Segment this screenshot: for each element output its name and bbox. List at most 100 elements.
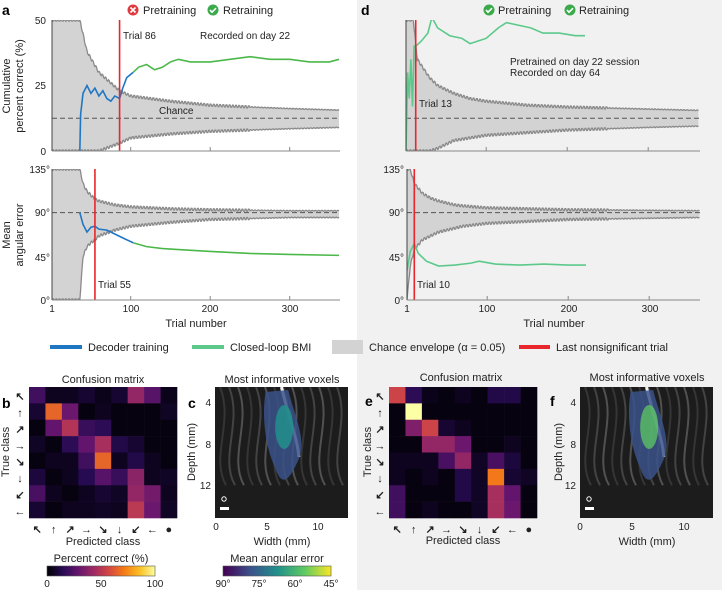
percent-correct-colorbar-segment	[149, 566, 151, 576]
percent-correct-colorbar-segment	[84, 566, 86, 576]
b-col-label-arrow-icon: ↙	[131, 524, 140, 536]
b-cell	[45, 419, 63, 437]
d-bottom-ytick-45: 45°	[389, 253, 404, 264]
b-colorbar-label: Percent correct (%)	[54, 553, 149, 565]
b-cell	[127, 501, 145, 519]
angular-error-colorbar-segment	[241, 566, 243, 576]
e-col-label-arrow-icon: ↖	[393, 524, 402, 536]
angular-error-colorbar-segment	[314, 566, 316, 576]
b-xlabel: Predicted class	[66, 536, 141, 548]
angular-error-colorbar-segment	[265, 566, 267, 576]
angular-error-colorbar-segment	[302, 566, 304, 576]
a-bottom-ytick-90: 90°	[35, 208, 50, 219]
percent-correct-colorbar-segment	[128, 566, 130, 576]
legend-last-nonsig: Last nonsignificant trial	[556, 342, 668, 354]
e-cell	[504, 485, 521, 502]
b-cell	[29, 387, 46, 404]
e-col-label-arrow-icon: ↙	[491, 524, 500, 536]
e-cell	[471, 387, 488, 404]
b-cell	[127, 485, 145, 502]
angular-error-colorbar-segment	[257, 566, 259, 576]
percent-correct-colorbar-segment	[97, 566, 99, 576]
angular-error-colorbar-segment	[280, 566, 282, 576]
b-cell	[78, 501, 96, 519]
b-col-label-arrow-icon: ↑	[51, 524, 57, 536]
percent-correct-colorbar-segment	[48, 566, 50, 576]
angular-error-colorbar-segment	[290, 566, 292, 576]
percent-correct-colorbar-segment	[109, 566, 111, 576]
percent-correct-colorbar-segment	[132, 566, 134, 576]
e-cell	[405, 501, 423, 519]
a-bottom-series-closed-loop-bmi	[132, 241, 340, 257]
a-top-ytick-0: 0	[40, 147, 46, 158]
e-ylabel: True class	[362, 426, 374, 477]
percent-correct-colorbar-segment	[134, 566, 136, 576]
percent-correct-colorbar-segment	[148, 566, 150, 576]
b-cell	[111, 419, 128, 437]
angular-error-colorbar-segment	[327, 566, 329, 576]
panel-letter-b: b	[2, 395, 11, 411]
b-cell	[160, 403, 178, 421]
angular-error-colorbar-segment	[299, 566, 301, 576]
c-colorbar-tick-75: 75°	[251, 579, 266, 590]
percent-correct-colorbar-segment	[86, 566, 88, 576]
angular-error-colorbar-segment	[282, 566, 284, 576]
e-cell	[421, 501, 439, 519]
a-xtick-100: 100	[123, 304, 140, 315]
angular-error-colorbar-segment	[322, 566, 324, 576]
b-cell	[127, 452, 145, 470]
percent-correct-colorbar-segment	[130, 566, 132, 576]
e-cell	[504, 387, 521, 404]
percent-correct-colorbar-segment	[96, 566, 98, 576]
e-row-label-arrow-icon: ↑	[377, 408, 383, 420]
panel-letter-e: e	[365, 393, 373, 409]
percent-correct-colorbar-segment	[120, 566, 122, 576]
b-cell	[61, 452, 79, 470]
voxel-image-c-vessel	[318, 386, 326, 486]
a-top-recorded-note: Recorded on day 22	[200, 31, 291, 42]
f-xtick-10: 10	[678, 522, 690, 533]
percent-correct-colorbar-segment	[129, 566, 131, 576]
percent-correct-colorbar-segment	[47, 566, 49, 576]
d-xtick-200: 200	[561, 304, 578, 315]
a-top-plot-area	[52, 20, 340, 151]
percent-correct-colorbar-segment	[50, 566, 52, 576]
percent-correct-colorbar-segment	[92, 566, 94, 576]
percent-correct-colorbar-segment	[135, 566, 137, 576]
b-cell	[29, 501, 46, 519]
angular-error-colorbar-segment	[286, 566, 288, 576]
a-xlabel: Trial number	[165, 318, 227, 330]
voxel-image-c-vessel	[336, 386, 344, 486]
angular-error-colorbar-segment	[304, 566, 306, 576]
e-row-label-arrow-icon: ↓	[377, 473, 383, 485]
voxel-image-c-vessel	[327, 386, 335, 486]
e-cell	[405, 436, 423, 453]
a-bottom-ytick-45: 45°	[35, 253, 50, 264]
e-cell	[520, 387, 538, 404]
e-cell	[421, 436, 439, 453]
percent-correct-colorbar-segment	[131, 566, 133, 576]
angular-error-colorbar-segment	[262, 566, 264, 576]
b-cell	[160, 501, 178, 519]
a-top-chance-label: Chance	[159, 106, 194, 117]
angular-error-colorbar-segment	[256, 566, 258, 576]
voxel-image-f-vessel	[701, 386, 709, 486]
e-cell	[487, 501, 505, 519]
angular-error-colorbar-segment	[251, 566, 253, 576]
b-row-label-arrow-icon: ↗	[15, 424, 24, 436]
percent-correct-colorbar-segment	[102, 566, 104, 576]
e-cell	[438, 436, 456, 453]
d-bottom-ytick-90: 90°	[389, 208, 404, 219]
angular-error-colorbar-segment	[239, 566, 241, 576]
e-cell	[520, 452, 538, 470]
e-cell	[504, 468, 521, 486]
a-bottom-plot-area	[52, 169, 340, 300]
b-cell	[144, 468, 161, 486]
f-xtick-5: 5	[629, 522, 635, 533]
b-cell	[61, 501, 79, 519]
x-circle-icon	[127, 4, 139, 16]
angular-error-colorbar-segment	[273, 566, 275, 576]
angular-error-colorbar-segment	[296, 566, 298, 576]
percent-correct-colorbar-frame	[46, 565, 156, 577]
b-colorbar-tick-100: 100	[147, 579, 164, 590]
